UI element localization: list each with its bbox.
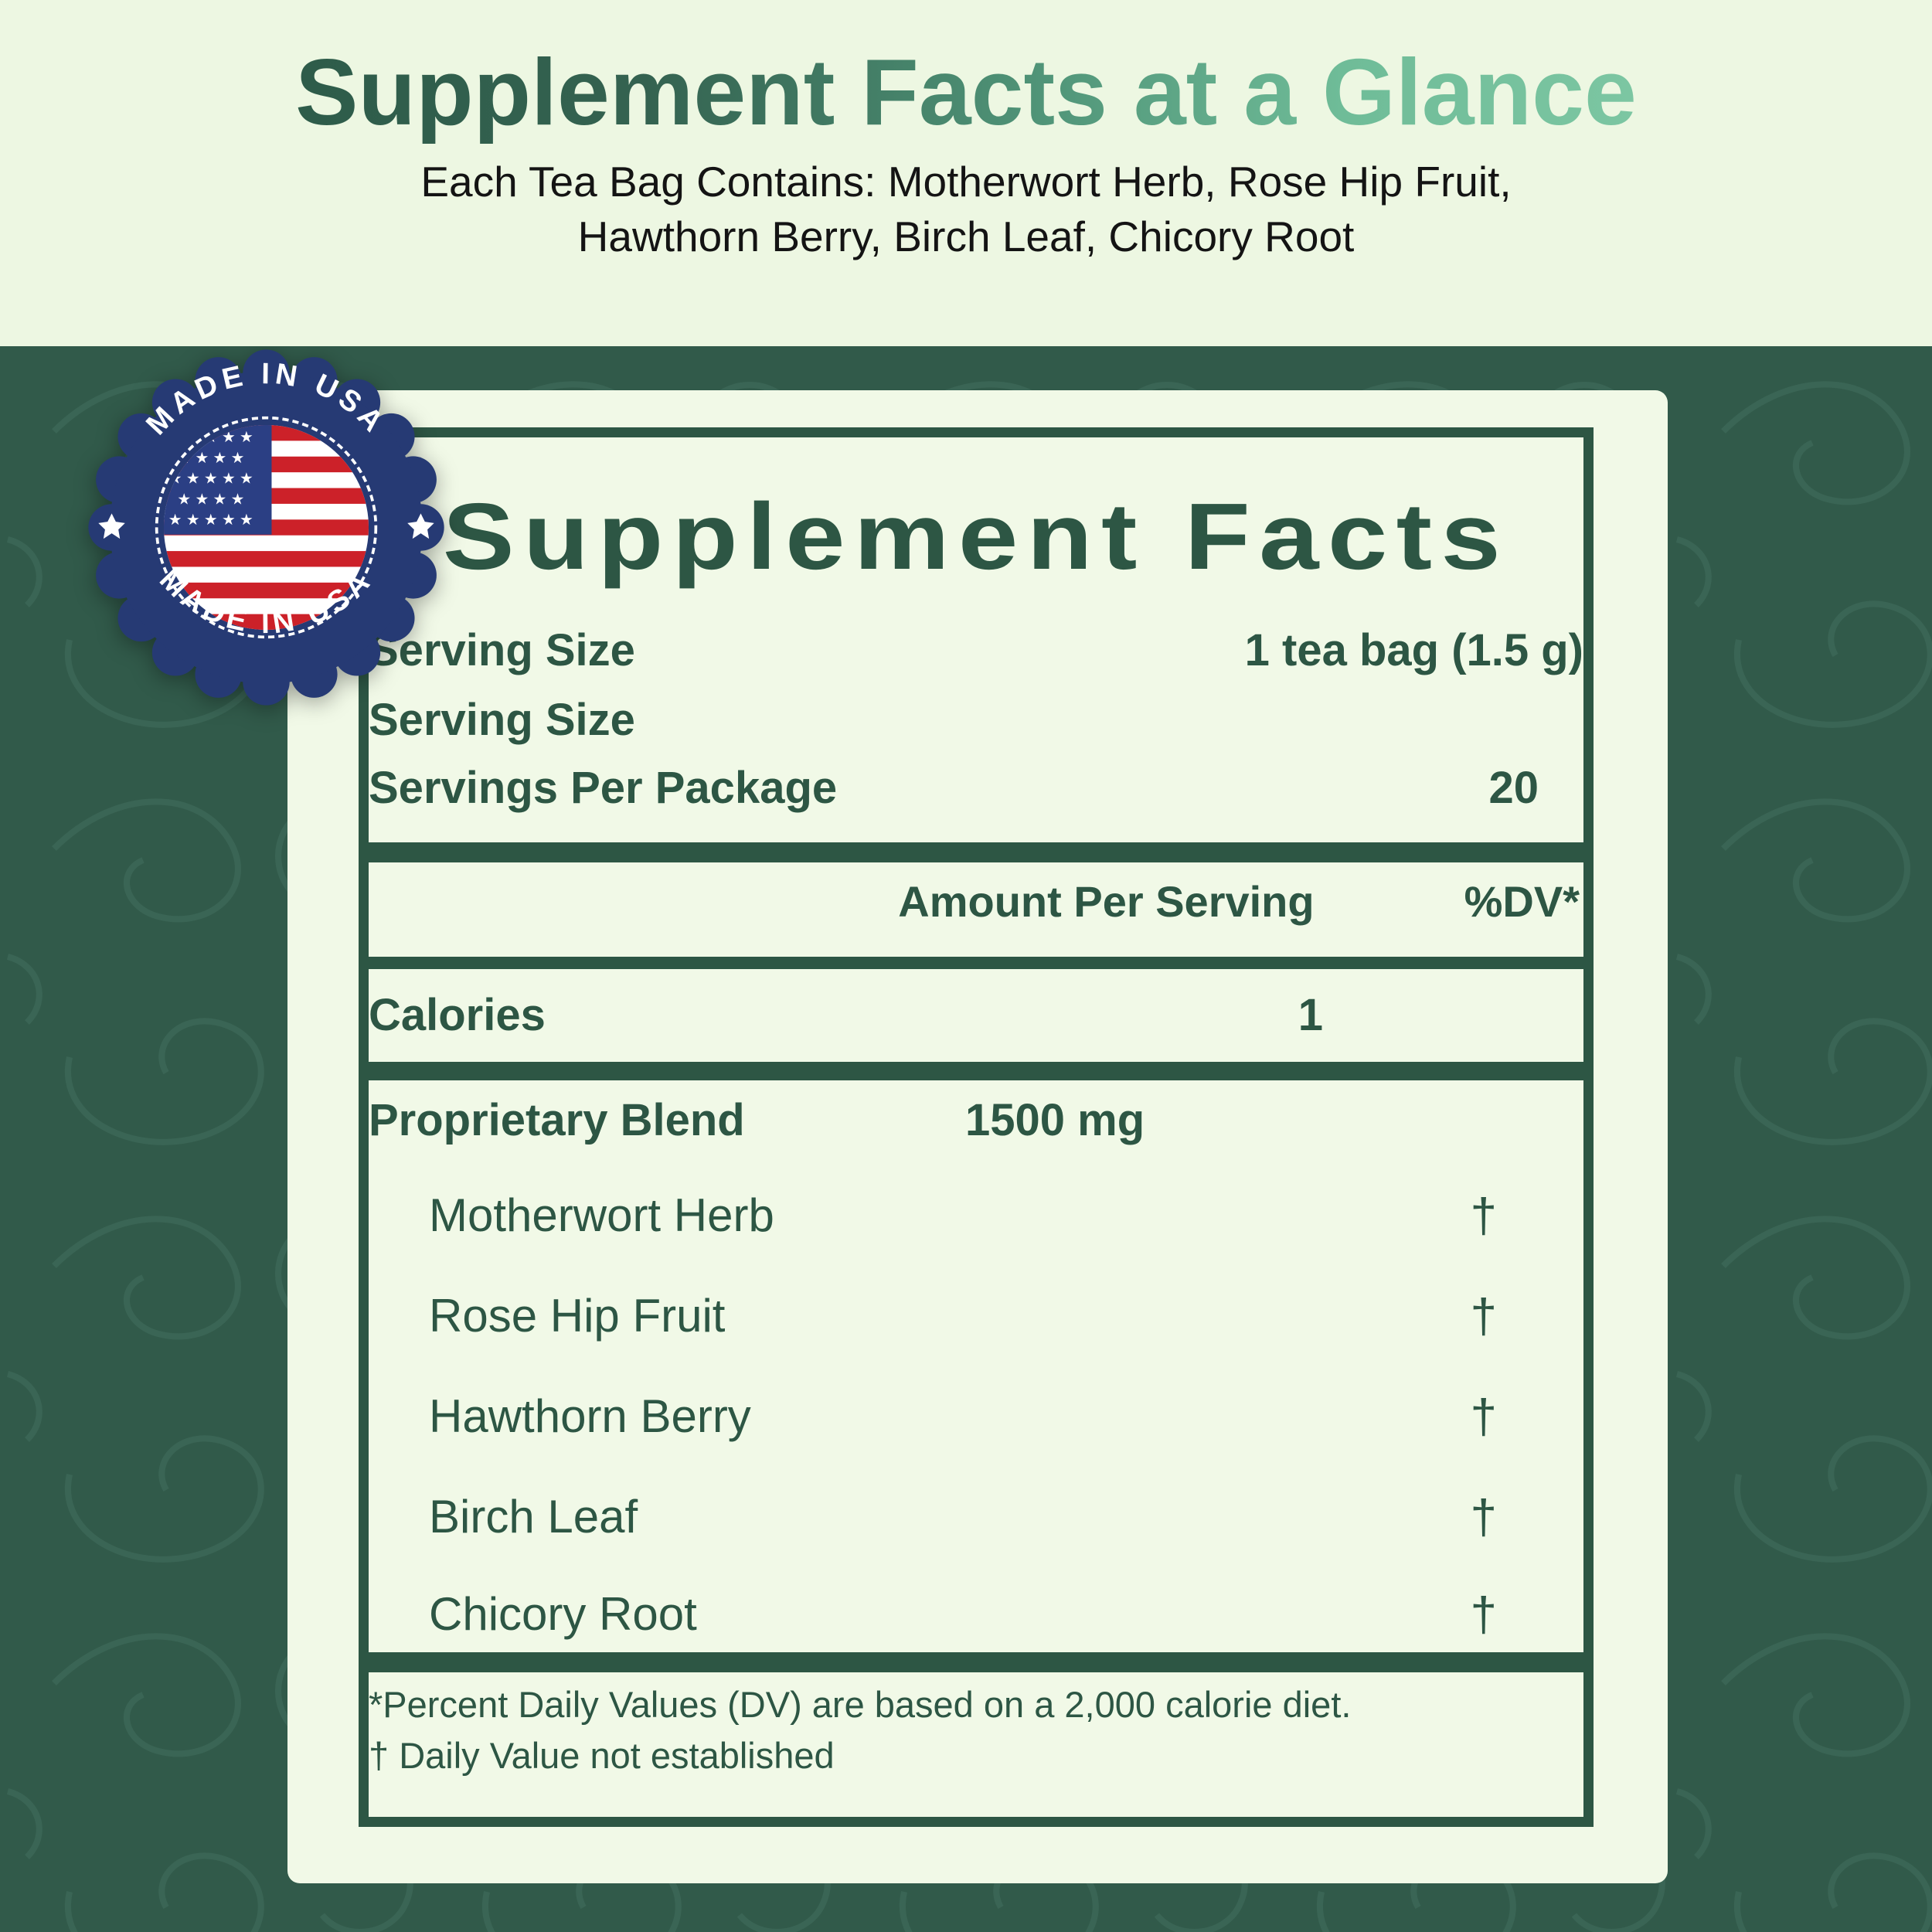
serving-size-row-2: Serving Size (369, 694, 1583, 746)
proprietary-blend-row: Proprietary Blend 1500 mg (369, 1094, 1583, 1146)
calories-row: Calories 1 (369, 989, 1583, 1041)
dagger-symbol: † (1470, 1290, 1497, 1343)
subtitle-line-2: Hawthorn Berry, Birch Leaf, Chicory Root (577, 212, 1355, 260)
ingredient-name: Motherwort Herb (429, 1189, 774, 1241)
divider-bar (369, 1062, 1583, 1080)
panel-content: Supplement Facts Serving Size 1 tea bag … (369, 437, 1583, 1817)
column-header-row: Amount Per Serving %DV* (369, 876, 1583, 927)
header: Supplement Facts at a Glance Each Tea Ba… (0, 0, 1932, 346)
made-in-usa-badge: ★★★★★ ★★★★ ★★★★★ ★★★★ ★★★★★ MADE IN USA … (88, 349, 444, 706)
star-icon (98, 513, 125, 539)
percent-dv-header: %DV* (1464, 877, 1580, 926)
divider-bar (369, 957, 1583, 969)
dagger-symbol: † (1470, 1189, 1497, 1243)
ingredient-name: Chicory Root (429, 1588, 697, 1640)
servings-per-package-label: Servings Per Package (369, 763, 838, 813)
serving-size-label: Serving Size (369, 625, 635, 675)
calories-label: Calories (369, 990, 546, 1040)
amount-per-serving-header: Amount Per Serving (898, 877, 1315, 926)
panel-border (359, 427, 1594, 1827)
proprietary-blend-label: Proprietary Blend (369, 1095, 745, 1145)
divider-bar (369, 1652, 1583, 1672)
subtitle-line-1: Each Tea Bag Contains: Motherwort Herb, … (420, 158, 1512, 206)
ingredient-name: Rose Hip Fruit (429, 1290, 726, 1342)
percent-dv-footnote: *Percent Daily Values (DV) are based on … (369, 1684, 1352, 1725)
proprietary-blend-value: 1500 mg (965, 1095, 1145, 1145)
servings-per-package-row: Servings Per Package 20 (369, 762, 1583, 814)
ingredient-name: Birch Leaf (429, 1491, 638, 1543)
svg-text:★★★★★: ★★★★★ (168, 470, 257, 488)
calories-value: 1 (1298, 990, 1323, 1040)
page-title: Supplement Facts at a Glance (295, 39, 1637, 145)
dagger-symbol: † (1470, 1491, 1497, 1544)
svg-text:★★★★★: ★★★★★ (168, 511, 257, 529)
servings-per-package-value: 20 (1488, 763, 1539, 813)
subtitle: Each Tea Bag Contains: Motherwort Herb, … (0, 155, 1932, 264)
serving-size-value: 1 tea bag (1.5 g) (1244, 625, 1583, 675)
panel-title: Supplement Facts (442, 484, 1510, 589)
supplement-facts-panel: Supplement Facts Serving Size 1 tea bag … (287, 390, 1668, 1883)
serving-size-label-2: Serving Size (369, 695, 635, 745)
dagger-symbol: † (1470, 1390, 1497, 1444)
divider-bar (369, 842, 1583, 862)
svg-text:★★★★: ★★★★ (177, 490, 248, 508)
ingredient-name: Hawthorn Berry (429, 1390, 751, 1442)
badge-dashed-ring (155, 416, 378, 639)
label-section: Supplement Facts Serving Size 1 tea bag … (0, 346, 1932, 1932)
star-icon (407, 513, 434, 539)
daily-value-footnote: † Daily Value not established (369, 1735, 835, 1776)
dagger-symbol: † (1470, 1588, 1497, 1641)
us-flag: ★★★★★ ★★★★ ★★★★★ ★★★★ ★★★★★ (163, 424, 369, 631)
serving-size-row: Serving Size 1 tea bag (1.5 g) (369, 624, 1583, 676)
